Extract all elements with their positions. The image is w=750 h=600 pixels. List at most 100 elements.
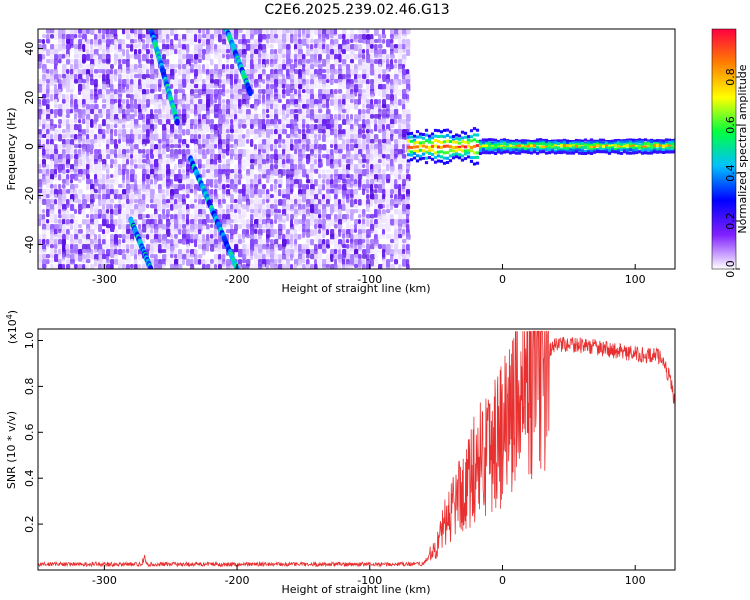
signal-cell	[508, 148, 513, 152]
spectrogram-cell	[298, 129, 302, 135]
spectrogram-cell	[98, 69, 103, 74]
spectrogram-cell	[78, 204, 83, 210]
spectrogram-cell	[370, 49, 375, 54]
signal-cell	[499, 140, 504, 144]
spectrogram-cell	[394, 234, 399, 241]
spectrogram-cell	[114, 124, 118, 129]
colorbar-tick-label: 0.8	[724, 68, 737, 86]
spectrogram-cell	[258, 44, 263, 51]
spectrogram-cell	[370, 94, 375, 99]
signal-cell	[460, 154, 465, 158]
spectrogram-cell	[130, 264, 134, 269]
spectrogram-cell	[154, 134, 159, 141]
spectrogram-cell	[102, 254, 107, 260]
spectrogram-cell	[182, 254, 187, 260]
spectrogram-cell	[206, 74, 211, 81]
spectrogram-cell	[238, 169, 242, 174]
spectrogram-cell	[190, 29, 194, 34]
spectrogram-cell	[194, 189, 198, 196]
spectrogram-cell	[266, 169, 271, 176]
spectrogram-cell	[306, 44, 310, 49]
spectrogram-cell	[258, 169, 263, 174]
spectrogram-cell	[78, 109, 82, 115]
spectrogram-cell	[226, 224, 230, 229]
spectrogram-cell	[42, 179, 47, 185]
spectrogram-cell	[238, 109, 243, 114]
spectrogram-cell	[122, 64, 126, 70]
signal-cell	[622, 147, 627, 151]
spectrogram-cell	[174, 154, 179, 159]
spectrogram-cell	[74, 79, 79, 84]
spectrogram-cell	[210, 79, 215, 84]
spectrogram-cell	[194, 129, 199, 135]
signal-cell	[466, 148, 471, 152]
spectrogram-cell	[342, 134, 346, 139]
spectrogram-cell	[302, 169, 307, 178]
signal-cell	[406, 159, 411, 163]
spectrogram-cell	[122, 169, 126, 175]
spectrogram-cell	[318, 179, 323, 184]
spectrogram-cell	[50, 79, 55, 86]
spectrogram-cell	[110, 74, 114, 80]
signal-cell	[526, 149, 531, 153]
spectrogram-cell	[298, 174, 302, 180]
spectrogram-cell	[98, 94, 103, 99]
spectrogram-cell	[370, 179, 375, 185]
spectrogram-cell	[54, 29, 59, 36]
spectrogram-cell	[110, 264, 114, 269]
spectrogram-cell	[58, 209, 62, 215]
spectrogram-cell	[306, 249, 311, 255]
spectrogram-cell	[218, 134, 222, 140]
spectrogram-cell	[62, 119, 67, 127]
spectrogram-cell	[310, 64, 315, 70]
spectrogram-cell	[54, 114, 58, 119]
spectrogram-cell	[350, 229, 354, 234]
spectrogram-cell	[106, 154, 111, 160]
spectrogram-cell	[350, 69, 355, 76]
spectrogram-cell	[118, 79, 122, 86]
spectrogram-cell	[394, 104, 398, 111]
signal-cell	[481, 151, 486, 155]
signal-cell	[601, 150, 606, 154]
spectrogram-cell	[54, 144, 58, 151]
spectrogram-cell	[390, 74, 394, 81]
spectrogram-cell	[270, 229, 275, 238]
spectrogram-cell	[114, 94, 118, 100]
signal-cell	[589, 143, 594, 147]
signal-cell	[565, 144, 570, 148]
spectrogram-cell	[218, 94, 222, 100]
signal-cell	[640, 147, 645, 151]
signal-cell	[598, 138, 603, 142]
signal-cell	[538, 150, 543, 154]
signal-cell	[442, 156, 447, 160]
spectrogram-cell	[342, 154, 347, 160]
spectrogram-cell	[94, 44, 98, 49]
spectrogram-cell	[398, 254, 402, 260]
spectrogram-cell	[206, 109, 210, 116]
spectrogram-cell	[246, 234, 250, 239]
spectrogram-cell	[42, 129, 46, 134]
spectrogram-cell	[358, 84, 363, 89]
spectrogram-cell	[254, 164, 259, 171]
spectrogram-cell	[94, 259, 98, 267]
signal-cell	[508, 151, 513, 155]
spectrogram-cell	[278, 154, 282, 161]
signal-cell	[637, 150, 642, 154]
signal-cell	[511, 146, 516, 150]
spectrogram-cell	[398, 89, 403, 97]
spectrogram-cell	[38, 264, 42, 269]
spectrogram-cell	[70, 239, 75, 246]
spectrogram-cell	[330, 54, 334, 60]
signal-cell	[502, 150, 507, 154]
signal-cell	[442, 128, 447, 132]
spectrogram-cell	[54, 109, 59, 115]
spectrogram-cell	[390, 134, 394, 142]
spectrogram-cell	[266, 174, 270, 180]
spectrogram-cell	[374, 39, 379, 43]
spectrogram-cell	[82, 69, 87, 75]
spectrogram-cell	[194, 49, 199, 56]
signal-cell	[535, 148, 540, 152]
signal-cell	[574, 143, 579, 147]
spectrogram-cell	[362, 134, 366, 139]
spectrogram-cell	[402, 189, 407, 194]
